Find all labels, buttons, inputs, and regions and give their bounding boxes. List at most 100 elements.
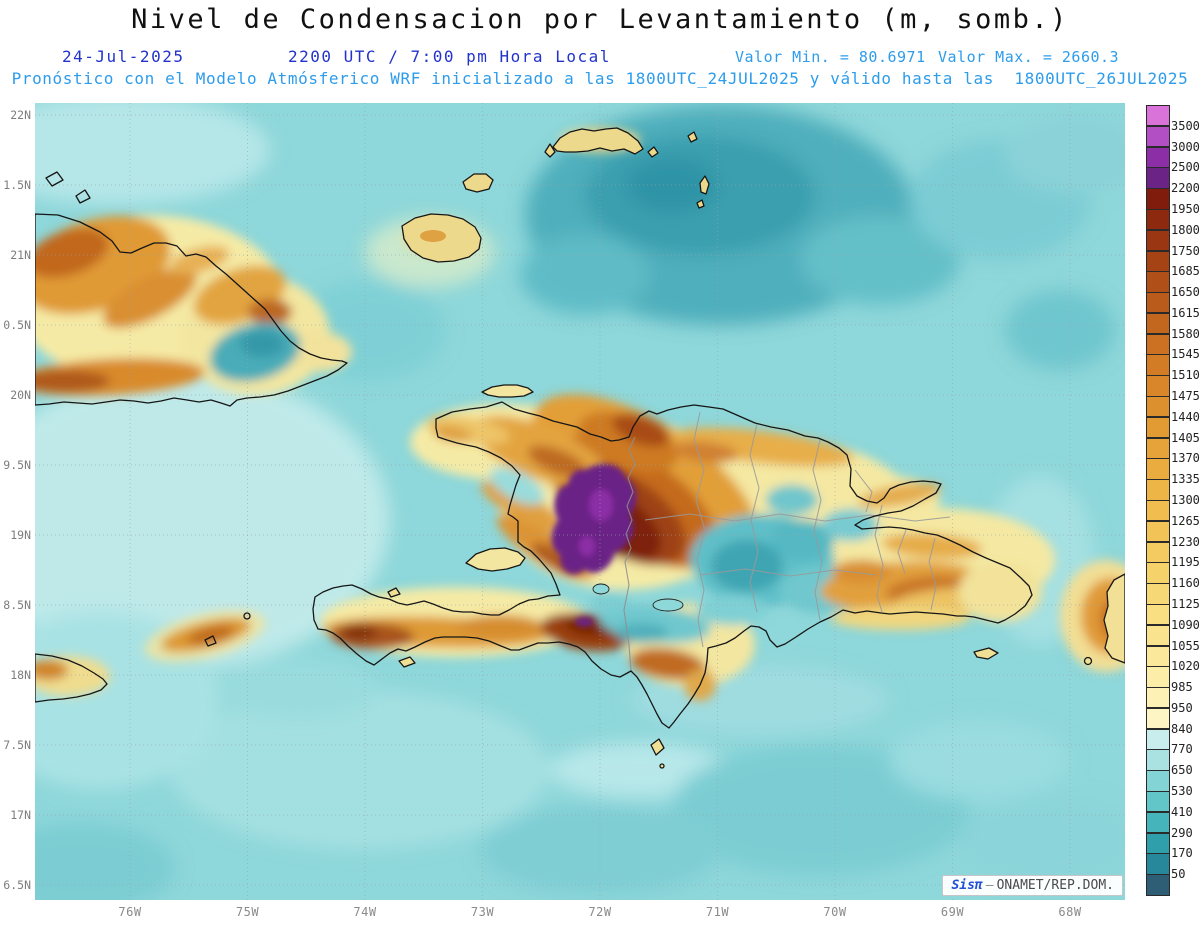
y-tick-label: 9.5N — [3, 458, 31, 472]
ocean-field — [35, 103, 1125, 900]
colorbar-level-label: 840 — [1171, 721, 1193, 736]
coast-navassa — [243, 612, 251, 620]
colorbar-segment — [1146, 292, 1170, 314]
colorbar-segment — [1146, 416, 1170, 439]
y-tick-label: 18N — [10, 668, 31, 682]
colorbar-level-label: 1370 — [1171, 451, 1200, 466]
colorbar-segment — [1146, 832, 1170, 854]
y-tick-label: 21N — [10, 248, 31, 262]
colorbar-segment — [1146, 479, 1170, 501]
colorbar-segment — [1146, 375, 1170, 397]
forecast-description: Pronóstico con el Modelo Atmósferico WRF… — [11, 69, 1189, 88]
colorbar-segment — [1146, 603, 1170, 626]
colorbar-segment — [1146, 354, 1170, 376]
coast-hispaniola — [312, 401, 1033, 729]
colorbar-segment — [1146, 105, 1170, 127]
x-tick-label: 68W — [1058, 905, 1082, 919]
lcl-warm-field — [35, 128, 1125, 701]
colorbar-segment — [1146, 562, 1170, 584]
colorbar-segment — [1146, 396, 1170, 418]
y-tick-label: 22N — [10, 108, 31, 122]
colorbar-segment — [1146, 188, 1170, 210]
coast-puerto-rico — [1103, 573, 1125, 664]
x-tick-label: 72W — [588, 905, 612, 919]
colorbar-level-label: 1300 — [1171, 493, 1200, 507]
colorbar-level-label: 1510 — [1171, 368, 1200, 383]
colorbar-level-label: 1750 — [1171, 243, 1200, 258]
y-tick-label: 6.5N — [3, 878, 31, 892]
colorbar-level-label: 410 — [1171, 804, 1193, 819]
colorbar-segment — [1146, 500, 1170, 522]
colorbar-level-label: 1615 — [1171, 305, 1200, 320]
coast-gonave — [465, 547, 526, 572]
coast-little-inagua — [462, 173, 494, 193]
colorbar-segment — [1146, 583, 1170, 605]
coast-cuba — [35, 213, 348, 407]
y-tick-label: 20N — [10, 388, 31, 402]
colorbar-level-label: 770 — [1171, 742, 1193, 757]
watermark: Sisπ – ONAMET/REP.DOM. — [942, 875, 1123, 896]
watermark-separator: – — [985, 878, 994, 893]
colorbar-level-label: 1195 — [1171, 555, 1200, 570]
y-tick-label: 7.5N — [3, 738, 31, 752]
x-tick-label: 74W — [353, 905, 377, 919]
colorbar-level-label: 1475 — [1171, 389, 1200, 404]
colorbar-level-label: 2200 — [1171, 181, 1200, 196]
colorbar-segment — [1146, 645, 1170, 667]
colorbar-level-label: 1090 — [1171, 617, 1200, 632]
colorbar-segment — [1146, 250, 1170, 272]
coast-grand-turk — [699, 175, 710, 195]
x-tick-label: 69W — [940, 905, 965, 919]
map-area: Sisπ – ONAMET/REP.DOM. — [35, 103, 1125, 900]
admin-borders — [623, 411, 951, 672]
valid-date: 24-Jul-2025 — [62, 47, 185, 66]
lake-saumatre — [592, 583, 610, 595]
y-tick-label: 8.5N — [3, 598, 31, 612]
y-tick-label: 17N — [10, 808, 31, 822]
colorbar-segment — [1146, 437, 1170, 459]
lcl-extreme-core — [551, 463, 637, 627]
colorbar-level-label: 290 — [1171, 825, 1193, 840]
y-tick-label: 19N — [10, 528, 31, 542]
x-tick-label: 76W — [118, 905, 142, 919]
lcl-map — [35, 103, 1125, 900]
x-tick-label: 75W — [235, 905, 260, 919]
colorbar-level-label: 1580 — [1171, 326, 1200, 341]
lakes — [592, 583, 684, 612]
colorbar-level-label: 1950 — [1171, 201, 1200, 216]
valid-time: 2200 UTC / 7:00 pm Hora Local — [288, 47, 611, 66]
coast-jamaica — [35, 653, 108, 703]
colorbar-level-label: 1265 — [1171, 513, 1200, 528]
colorbar-level-label: 170 — [1171, 846, 1193, 861]
colorbar-level-label: 1335 — [1171, 472, 1200, 487]
colorbar-segment — [1146, 208, 1170, 231]
colorbar-level-label: 1160 — [1171, 576, 1200, 591]
colorbar-level-label: 1055 — [1171, 638, 1200, 653]
colorbar-level-label: 1800 — [1171, 222, 1200, 237]
colorbar-segment — [1146, 749, 1170, 771]
lake-enriquillo — [652, 598, 684, 612]
x-tick-label: 73W — [470, 905, 495, 919]
x-tick-label: 70W — [823, 905, 847, 919]
colorbar-segment — [1146, 333, 1170, 356]
x-tick-label: 71W — [705, 905, 730, 919]
watermark-org: ONAMET/REP.DOM. — [996, 878, 1114, 893]
coast-tortuga — [481, 384, 534, 398]
colorbar-level-label: 2500 — [1171, 160, 1200, 175]
colorbar-level-label: 650 — [1171, 763, 1193, 778]
y-tick-label: 0.5N — [3, 318, 31, 332]
colorbar-level-label: 50 — [1171, 867, 1186, 882]
colorbar-level-label: 3500 — [1171, 118, 1200, 133]
coast-caicos — [552, 127, 644, 155]
colorbar-segment — [1146, 666, 1170, 688]
colorbar-level-label: 1020 — [1171, 659, 1200, 674]
colorbar-level-label: 3000 — [1171, 139, 1200, 154]
coast-beata — [650, 738, 665, 756]
colorbar-segment — [1146, 728, 1170, 751]
colorbar-segment — [1146, 687, 1170, 709]
colorbar-segment — [1146, 520, 1170, 543]
colorbar-segment — [1146, 271, 1170, 293]
colorbar-segment — [1146, 167, 1170, 189]
colorbar-level-label: 1685 — [1171, 264, 1200, 279]
